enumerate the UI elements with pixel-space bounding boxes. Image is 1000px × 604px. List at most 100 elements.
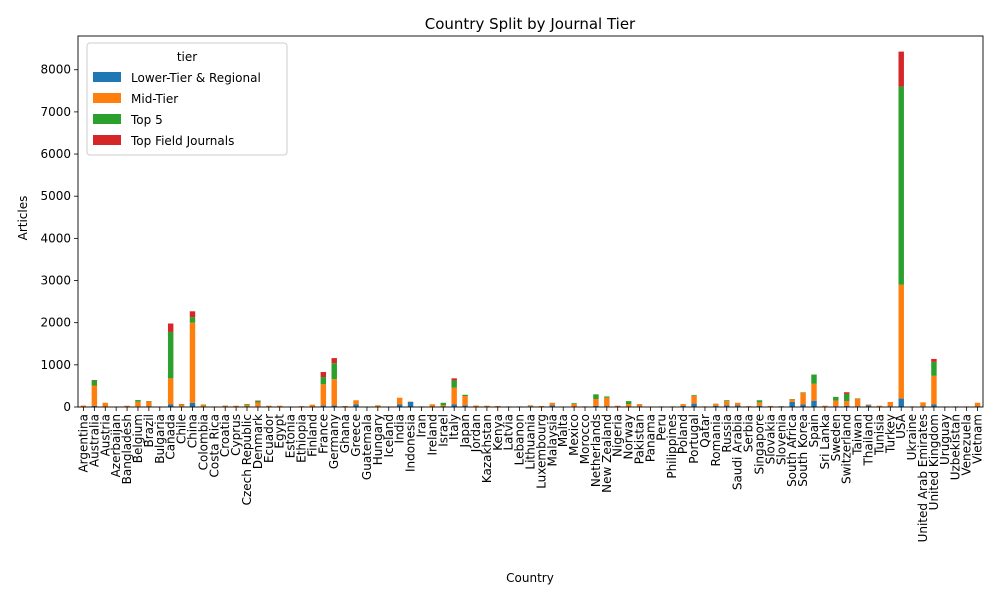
bar-segment xyxy=(626,404,631,407)
bar-segment xyxy=(244,405,249,407)
chart-title: Country Split by Journal Tier xyxy=(425,15,636,33)
legend-swatch xyxy=(93,93,121,103)
bar-segment xyxy=(397,398,402,405)
bar-segment xyxy=(800,393,805,405)
bar-segment xyxy=(451,378,456,380)
bar-segment xyxy=(604,398,609,406)
bar-segment xyxy=(855,399,860,407)
bar-segment xyxy=(408,402,413,407)
bar-segment xyxy=(244,404,249,405)
bar-segment xyxy=(332,358,337,363)
bar-segment xyxy=(757,400,762,402)
bar-segment xyxy=(713,404,718,406)
bar-segment xyxy=(441,403,446,406)
bar-segment xyxy=(201,405,206,407)
bar-segment xyxy=(190,323,195,403)
bar-segment xyxy=(179,404,184,406)
bar-segment xyxy=(931,376,936,405)
bar-segment xyxy=(451,380,456,387)
bar-segment xyxy=(550,403,555,406)
bar-segment xyxy=(626,401,631,404)
bar-segment xyxy=(146,402,151,407)
bar-segment xyxy=(321,384,326,405)
bar-segment xyxy=(310,405,315,407)
bar-segment xyxy=(462,395,467,396)
bar-segment xyxy=(811,375,816,384)
bar-segment xyxy=(789,402,794,407)
bar-segment xyxy=(571,404,576,407)
bar-segment xyxy=(844,392,849,394)
bar-segment xyxy=(103,403,108,407)
bar-segment xyxy=(321,377,326,384)
x-axis-label: Country xyxy=(506,571,554,585)
y-tick-label: 4000 xyxy=(40,231,71,245)
y-tick-label: 3000 xyxy=(40,274,71,288)
bar-segment xyxy=(190,317,195,322)
bar-segment xyxy=(375,405,380,406)
bar-segment xyxy=(484,406,489,407)
bar-segment xyxy=(844,394,849,401)
bar-segment xyxy=(833,401,838,406)
x-ticks-layer: ArgentinaAustraliaAustriaAzerbaijanBangl… xyxy=(76,407,984,542)
bar-segment xyxy=(168,332,173,378)
bar-segment xyxy=(332,363,337,379)
bar-segment xyxy=(811,401,816,407)
bar-segment xyxy=(528,405,533,406)
legend-entry-label: Top 5 xyxy=(130,113,163,127)
bar-segment xyxy=(124,406,129,407)
bar-segment xyxy=(332,379,337,405)
y-tick-label: 7000 xyxy=(40,105,71,119)
y-tick-label: 2000 xyxy=(40,316,71,330)
bar-segment xyxy=(931,359,936,362)
bar-segment xyxy=(833,397,838,401)
bar-segment xyxy=(135,402,140,407)
bar-segment xyxy=(899,399,904,407)
bar-segment xyxy=(691,395,696,396)
bar-segment xyxy=(735,403,740,406)
y-tick-label: 0 xyxy=(63,400,71,414)
y-tick-label: 5000 xyxy=(40,189,71,203)
legend-swatch xyxy=(93,114,121,124)
bar-segment xyxy=(321,372,326,377)
bar-segment xyxy=(441,405,446,406)
bar-segment xyxy=(899,285,904,399)
bar-segment xyxy=(604,396,609,397)
legend-entry-label: Lower-Tier & Regional xyxy=(131,71,261,85)
legend-entry-label: Top Field Journals xyxy=(130,134,234,148)
bar-segment xyxy=(888,402,893,406)
bar-segment xyxy=(691,404,696,407)
bar-segment xyxy=(757,402,762,405)
bar-segment xyxy=(789,399,794,402)
bar-segment xyxy=(920,402,925,406)
bar-segment xyxy=(724,401,729,405)
bar-segment xyxy=(92,380,97,385)
bar-segment xyxy=(866,404,871,405)
bar-segment xyxy=(899,87,904,285)
bar-segment xyxy=(637,404,642,406)
legend-title: tier xyxy=(177,50,197,64)
bar-segment xyxy=(975,403,980,406)
bar-segment xyxy=(451,388,456,405)
y-axis-label: Articles xyxy=(16,196,30,241)
bar-segment xyxy=(899,52,904,87)
bar-segment xyxy=(844,401,849,406)
y-tick-label: 8000 xyxy=(40,63,71,77)
bar-segment xyxy=(811,384,816,401)
bar-segment xyxy=(593,394,598,399)
bar-segment xyxy=(724,400,729,401)
bar-segment xyxy=(353,400,358,404)
bar-segment xyxy=(190,403,195,407)
bar-segment xyxy=(266,406,271,407)
bar-segment xyxy=(168,324,173,332)
bar-segment xyxy=(92,386,97,406)
bar-segment xyxy=(877,406,882,407)
bar-segment xyxy=(571,403,576,404)
x-tick-label: Vietnam xyxy=(971,414,985,464)
bar-segment xyxy=(255,403,260,407)
bar-segment xyxy=(931,362,936,376)
legend-swatch xyxy=(93,72,121,82)
